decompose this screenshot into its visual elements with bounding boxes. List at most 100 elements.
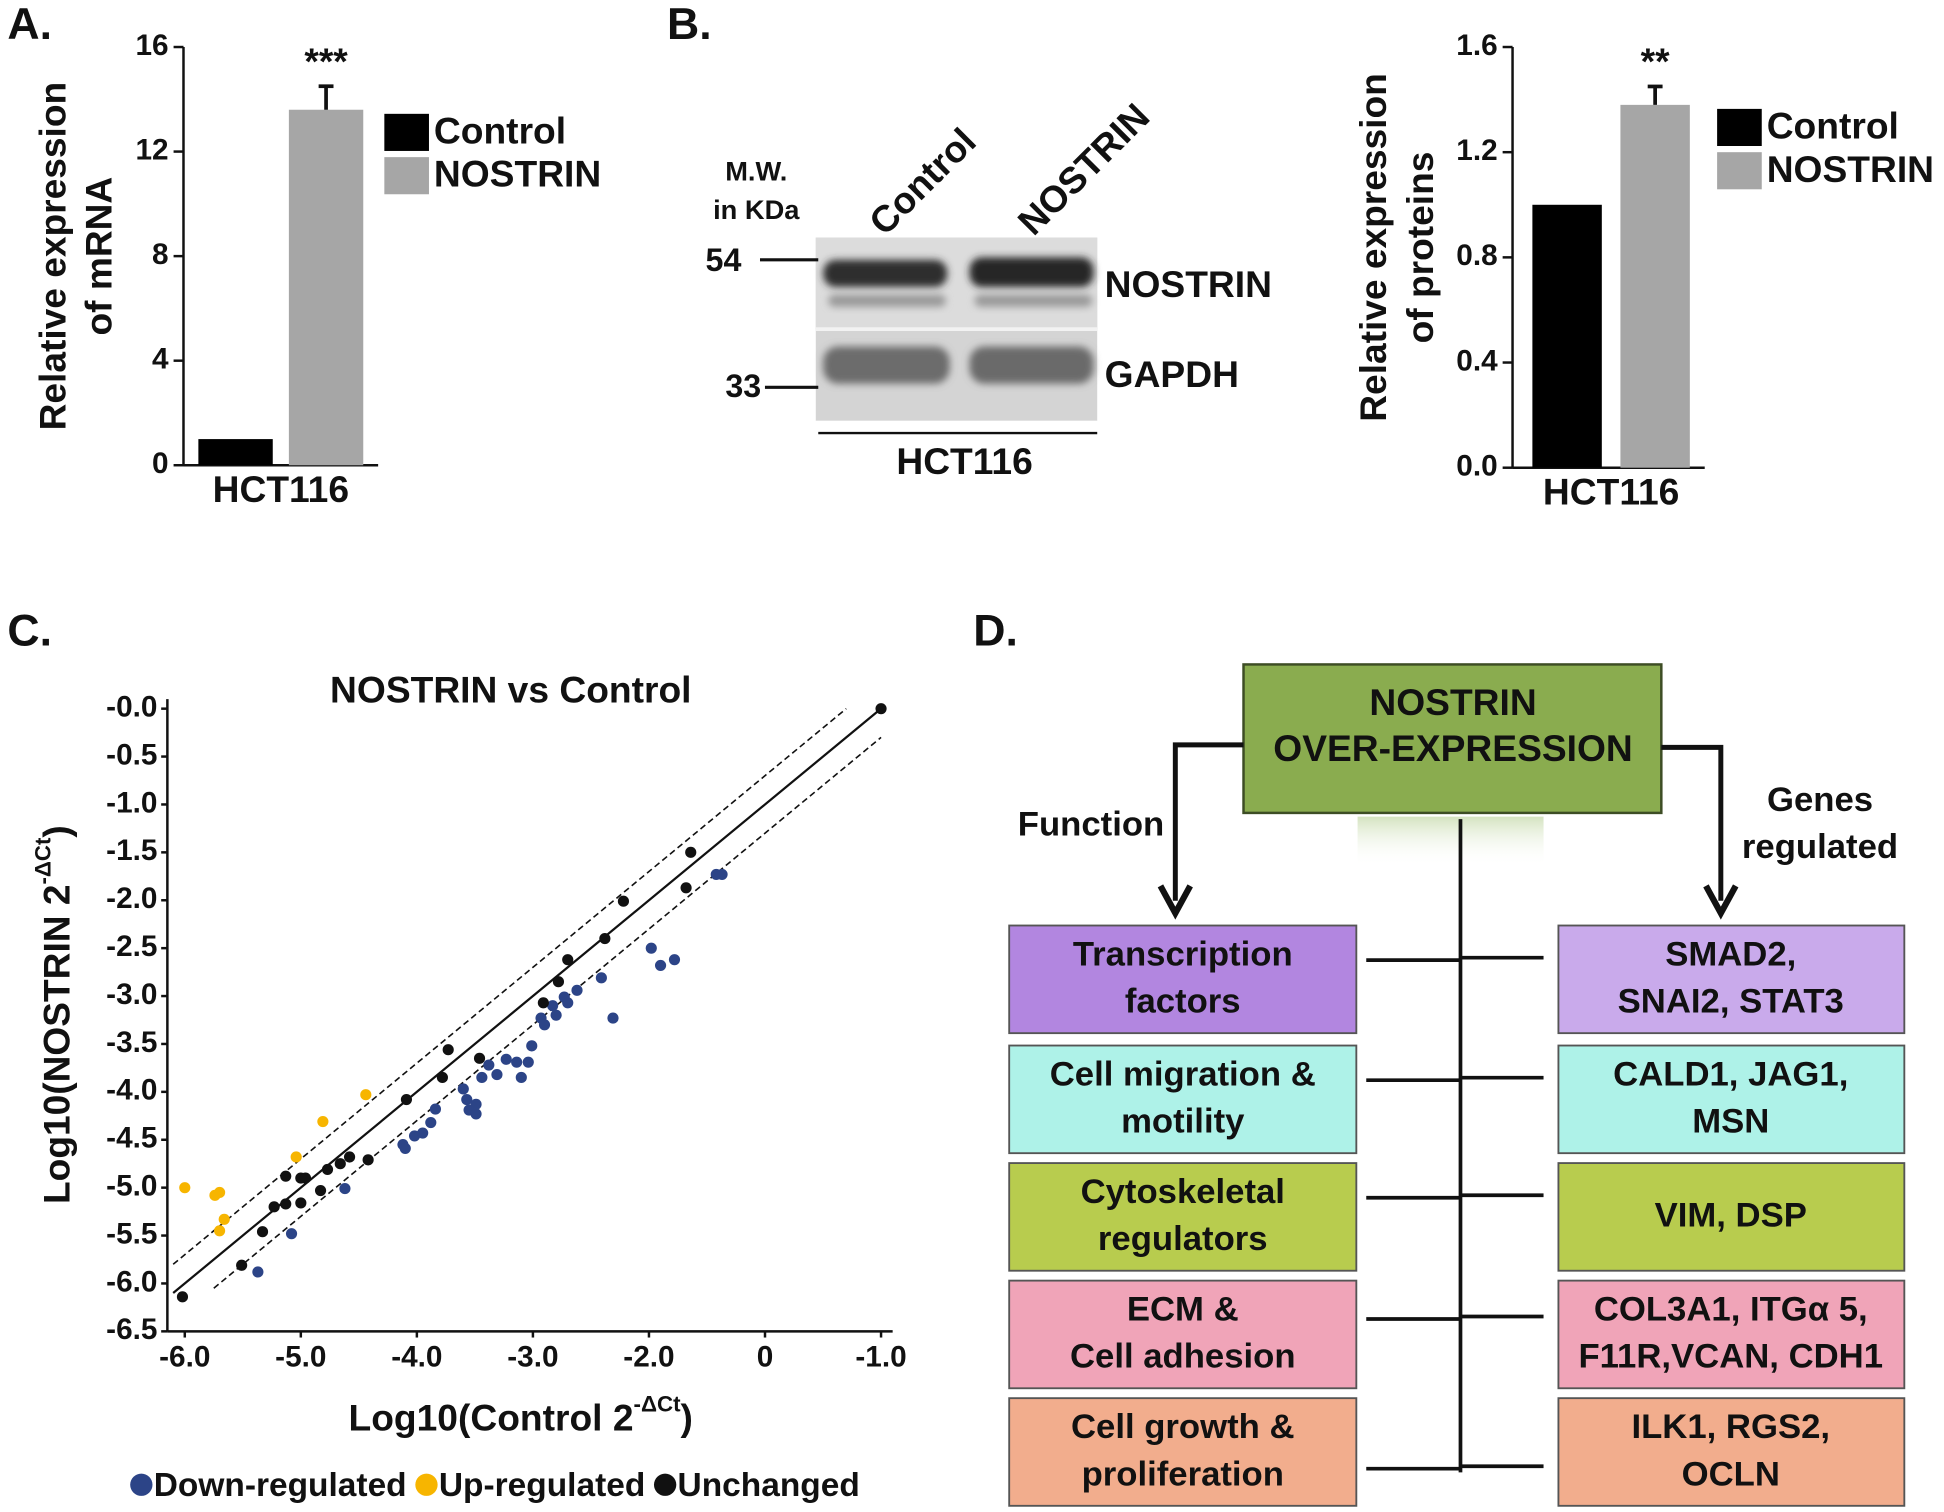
lane-label: NOSTRIN <box>1009 95 1157 243</box>
y-tick-label: 12 <box>136 133 169 166</box>
x-tick-label: 0 <box>757 1340 774 1373</box>
legend-swatch <box>1717 152 1762 190</box>
genes-box <box>1557 1279 1906 1390</box>
x-tick-label: HCT116 <box>213 468 349 510</box>
point <box>547 1000 559 1012</box>
x-tick-label: HCT116 <box>1543 471 1679 513</box>
panel-label: C. <box>7 606 52 655</box>
point <box>562 997 574 1009</box>
point <box>550 1009 562 1021</box>
y-tick-label: -0.5 <box>106 738 157 771</box>
y-axis-label: Relative expression <box>1352 73 1394 422</box>
point <box>875 703 887 715</box>
point <box>218 1213 230 1225</box>
point <box>256 1226 269 1238</box>
point <box>515 1071 527 1084</box>
point <box>268 1201 280 1213</box>
y-tick-label: 0.8 <box>1456 239 1497 272</box>
marker-label: 54 <box>706 242 742 278</box>
point <box>399 1142 411 1154</box>
legend-label: NOSTRIN <box>1767 148 1934 190</box>
y-tick-label: 0.4 <box>1456 344 1498 377</box>
arrow-head <box>1703 884 1739 920</box>
point <box>571 984 583 996</box>
point <box>595 972 607 984</box>
heading: Genes <box>1767 781 1873 819</box>
point <box>668 954 681 966</box>
significance: *** <box>304 40 348 82</box>
point <box>314 1184 327 1197</box>
genes-text: SMAD2, <box>1665 936 1796 974</box>
point <box>334 1158 346 1170</box>
point <box>429 1103 442 1115</box>
legend-swatch <box>384 157 429 195</box>
point <box>617 895 630 907</box>
function-text: motility <box>1121 1103 1245 1141</box>
point <box>290 1151 302 1163</box>
significance: ** <box>1641 40 1670 82</box>
top-box-text: NOSTRIN <box>1369 681 1536 723</box>
western-blot: M.W. in KDa Control NOSTRIN 54 33 NOSTRI… <box>706 95 1272 482</box>
point <box>522 1056 534 1068</box>
x-tick-label: -4.0 <box>391 1340 442 1373</box>
point <box>214 1225 226 1237</box>
point <box>362 1154 374 1166</box>
y-tick-label: -2.5 <box>106 930 157 963</box>
y-axis-label: of proteins <box>1399 152 1441 344</box>
glow <box>1357 816 1544 867</box>
legend-label: Down-regulated <box>154 1467 407 1504</box>
heading: regulated <box>1742 828 1898 866</box>
function-text: ECM & <box>1127 1291 1239 1329</box>
function-text: Cell growth & <box>1071 1408 1295 1446</box>
genes-box <box>1557 924 1906 1035</box>
y-tick-label: -4.5 <box>106 1122 157 1155</box>
arrow-head <box>1157 884 1193 920</box>
bar <box>1532 204 1602 468</box>
y-tick-label: 1.2 <box>1456 134 1497 167</box>
genes-text: MSN <box>1692 1103 1769 1141</box>
function-text: regulators <box>1098 1220 1268 1258</box>
function-text: Cytoskeletal <box>1081 1173 1285 1211</box>
diagram: NOSTRIN OVER-EXPRESSION Function Genes r… <box>1008 663 1906 1507</box>
reference-line <box>172 707 882 1294</box>
function-text: Cell adhesion <box>1070 1338 1296 1376</box>
cell-line-label: HCT116 <box>896 440 1032 482</box>
y-tick-label: -1.0 <box>106 786 157 819</box>
point <box>680 882 692 894</box>
point <box>491 1069 503 1081</box>
function-box <box>1008 1162 1358 1272</box>
bar <box>198 439 273 466</box>
y-tick-label: -5.0 <box>106 1170 157 1203</box>
x-tick-label: -5.0 <box>275 1340 326 1373</box>
band <box>828 294 946 307</box>
point <box>252 1266 264 1278</box>
genes-text: COL3A1, ITGα 5, <box>1594 1291 1868 1329</box>
legend-marker <box>653 1473 677 1496</box>
point <box>280 1198 292 1210</box>
panel-label: B. <box>667 0 712 49</box>
point <box>299 1172 312 1184</box>
point <box>470 1098 482 1110</box>
point <box>537 997 549 1009</box>
point <box>400 1093 413 1106</box>
y-axis-label: of mRNA <box>77 177 119 336</box>
genes-box <box>1557 1044 1906 1155</box>
function-text: Cell migration & <box>1050 1056 1316 1094</box>
y-tick-label: -5.5 <box>106 1217 157 1250</box>
heading: Function <box>1018 806 1164 844</box>
arrow <box>1661 744 1724 901</box>
bar <box>288 109 364 466</box>
point <box>483 1059 495 1071</box>
y-tick-label: -6.5 <box>106 1313 157 1346</box>
genes-box <box>1557 1397 1906 1507</box>
y-tick-label: 16 <box>136 29 169 62</box>
genes-text: SNAI2, STAT3 <box>1618 983 1844 1021</box>
y-tick-label: 0 <box>152 447 169 480</box>
band-label: GAPDH <box>1105 353 1239 395</box>
point <box>179 1182 191 1194</box>
point <box>436 1071 448 1084</box>
axis-label-text: Log10(Control 2 <box>349 1396 634 1438</box>
axis-label-superscript: -ΔCt <box>31 837 56 884</box>
